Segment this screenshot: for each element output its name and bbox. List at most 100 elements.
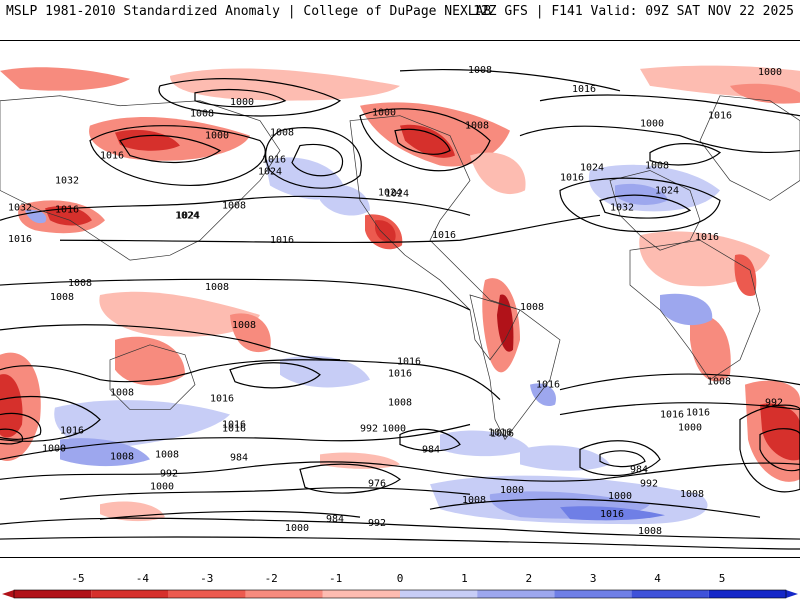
isobar-label: 1008 [388,398,412,409]
isobar-label: 992 [368,518,386,529]
isobar-label: 1008 [638,526,662,537]
isobar-label: 1024 [258,166,282,177]
isobar-label: 1008 [110,451,134,462]
colorbar-tick-label: -5 [71,572,84,585]
colorbar-swatch [631,590,709,598]
isobar-label: 1008 [270,128,294,139]
isobar-label: 1008 [232,320,256,331]
isobar-label: 1016 [55,204,79,215]
isobar-label: 984 [422,444,440,455]
positive-anomaly-shading [25,157,720,525]
colorbar-ticks: -5 -4 -3 -2 -1 0 1 2 3 4 5 [71,572,725,585]
colorbar-tick-label: 0 [397,572,404,585]
isobar-label: 1016 [600,509,624,520]
map-title: MSLP 1981-2010 Standardized Anomaly | Co… [6,4,492,19]
coastlines [0,95,800,441]
colorbar-swatch [554,590,632,598]
isobar-label: 1032 [610,202,634,213]
isobar-label: 1008 [222,200,246,211]
isobar-label: 1008 [462,495,486,506]
isobar-label: 1016 [708,111,732,122]
colorbar-tick-label: 4 [654,572,661,585]
isobar-label: 1016 [572,84,596,95]
isobar-label: 1000 [608,491,632,502]
isobar-label: 1008 [190,109,214,120]
isobar-label: 1000 [500,485,524,496]
isobar-label: 1024 [655,185,679,196]
colorbar-swatch [708,590,786,598]
anomaly-colorbar: -5 -4 -3 -2 -1 0 1 2 3 4 5 [2,572,798,599]
isobar-label: 1008 [465,121,489,132]
isobar-label: 1000 [42,443,66,454]
isobar-label: 984 [326,514,344,525]
isobar-label: 1000 [205,131,229,142]
colorbar-tick-label: -4 [136,572,150,585]
isobar-label: 1016 [270,235,294,246]
colorbar-outline [13,589,787,599]
isobar-label: 1008 [110,388,134,399]
colorbar-tick-label: -2 [265,572,278,585]
isobar-label: 1000 [230,97,254,108]
isobar-label: 1016 [536,380,560,391]
isobar-label: 976 [368,478,386,489]
isobar-labels: 1008 1000 1008 1000 1008 1000 1016 1016 … [8,65,783,537]
isobar-label: 1008 [680,489,704,500]
colorbar-swatch [168,590,246,598]
isobar-label: 1024 [385,188,409,199]
isobar-label: 1000 [758,67,782,78]
isobar-label: 1016 [388,369,412,380]
isobar-label: 1032 [55,175,79,186]
colorbar-max-arrow [786,590,798,598]
isobar-label: 1008 [155,449,179,460]
isobar-label: 1016 [686,408,710,419]
colorbar-swatch [245,590,323,598]
mslp-anomaly-map: 1008 1000 1008 1000 1008 1000 1016 1016 … [0,40,800,558]
colorbar-swatch [91,590,169,598]
isobar-label: 1016 [8,234,32,245]
isobar-label: 992 [640,478,658,489]
isobar-label: 1008 [68,278,92,289]
isobar-label: 1008 [50,292,74,303]
model-valid-time: 12Z GFS | F141 Valid: 09Z SAT NOV 22 202… [473,4,794,19]
isobar-label: 984 [230,452,248,463]
isobar-label: 1024 [580,163,604,174]
isobar-label: 1008 [205,282,229,293]
isobar-label: 1016 [210,394,234,405]
isobar-label: 1000 [640,119,664,130]
isobar-label: 1032 [8,202,32,213]
isobar-label: 1000 [150,481,174,492]
isobar-label: 1024 [378,187,402,198]
colorbar-swatch [477,590,555,598]
isobar-label: 992 [360,424,378,435]
colorbar-swatches [2,589,798,599]
colorbar-tick-label: 3 [590,572,597,585]
isobar-contours [0,69,800,550]
isobar-label: 1008 [707,377,731,388]
isobar-label: 992 [160,468,178,479]
isobar-label: 1016 [222,424,246,435]
isobar-label: 1000 [285,523,309,534]
negative-anomaly-shading [0,65,800,522]
isobar-label: 1016 [397,357,421,368]
colorbar-tick-label: 1 [461,572,468,585]
isobar-label: 1016 [262,155,286,166]
colorbar-tick-label: -3 [200,572,213,585]
colorbar-swatch [322,590,400,598]
colorbar-swatch [400,590,478,598]
isobar-label: 1008 [468,65,492,76]
isobar-label: 1016 [488,427,512,438]
isobar-label: 1016 [660,410,684,421]
isobar-label: 1016 [432,230,456,241]
isobar-label: 992 [765,398,783,409]
isobar-label: 1016 [100,151,124,162]
isobar-label: 1008 [520,302,544,313]
colorbar-tick-label: 5 [719,572,726,585]
isobar-label: 1016 [490,428,514,439]
colorbar-tick-label: 2 [525,572,532,585]
colorbar-tick-label: -1 [329,572,342,585]
isobar-label: 984 [630,464,648,475]
isobar-label: 1000 [382,424,406,435]
isobar-label: 1016 [222,420,246,431]
isobar-label: 1000 [678,423,702,434]
isobar-label: 1016 [60,425,84,436]
